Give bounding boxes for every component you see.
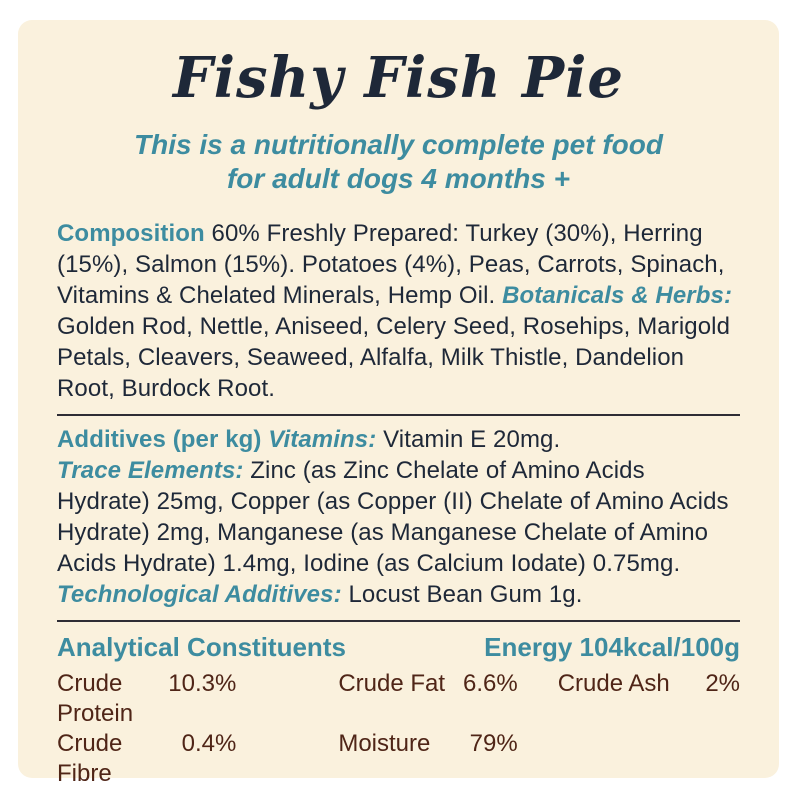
trace-elements-block: Trace Elements: Zinc (as Zinc Chelate of… [57, 455, 740, 579]
botanicals-heading: Botanicals & Herbs: [502, 282, 733, 310]
constituent-value: 6.6% [462, 670, 518, 698]
vitamins-text: Vitamin E 20mg. [383, 426, 561, 454]
constituent-crude-protein: Crude Protein 10.3% [57, 669, 236, 729]
technological-additives-text: Locust Bean Gum 1g. [348, 581, 583, 609]
constituent-value: 79% [469, 730, 518, 758]
constituent-label: Crude Ash [557, 670, 670, 698]
constituent-crude-ash: Crude Ash 2% [558, 669, 740, 729]
divider-bottom [57, 620, 740, 623]
botanicals-list: Golden Rod, Nettle, Aniseed, Celery Seed… [57, 313, 731, 403]
energy-value: Energy 104kcal/100g [484, 632, 740, 663]
constituent-moisture: Moisture 79% [338, 729, 517, 789]
analytical-row: Crude Fibre 0.4% Moisture 79% [57, 729, 740, 789]
technological-additives-heading: Technological Additives: [57, 581, 342, 609]
analytical-heading: Analytical Constituents [57, 632, 346, 663]
analytical-table: Crude Protein 10.3% Crude Fat 6.6% Crude… [57, 669, 740, 789]
constituent-label: Crude Fat [338, 670, 446, 698]
vitamins-heading: Vitamins: [268, 426, 377, 454]
additives-section: Additives (per kg) Vitamins: Vitamin E 2… [57, 424, 740, 610]
analytical-row: Crude Protein 10.3% Crude Fat 6.6% Crude… [57, 669, 740, 729]
constituent-empty-cell [558, 729, 740, 789]
trace-elements-text: Zinc (as Zinc Chelate of Amino Acids Hyd… [57, 457, 729, 578]
trace-elements-heading: Trace Elements: [57, 457, 244, 485]
constituent-label: Moisture [338, 730, 431, 758]
constituent-crude-fat: Crude Fat 6.6% [338, 669, 517, 729]
composition-intro: 60% Freshly Prepared: Turkey (30%), Herr… [57, 220, 725, 310]
subtitle-line-2: for adult dogs 4 months + [226, 163, 570, 195]
additives-vitamins-line: Additives (per kg) Vitamins: Vitamin E 2… [57, 424, 740, 455]
composition-section: Composition 60% Freshly Prepared: Turkey… [57, 218, 740, 404]
subtitle-line-1: This is a nutritionally complete pet foo… [134, 129, 663, 161]
analytical-header: Analytical Constituents Energy 104kcal/1… [57, 632, 740, 663]
constituent-value: 0.4% [181, 730, 237, 758]
product-subtitle: This is a nutritionally complete pet foo… [57, 128, 740, 196]
divider-top [57, 414, 740, 417]
pet-food-label-panel: Fishy Fish Pie This is a nutritionally c… [18, 20, 779, 787]
composition-heading: Composition [57, 220, 205, 248]
constituent-value: 2% [705, 670, 741, 698]
constituent-crude-fibre: Crude Fibre 0.4% [57, 729, 236, 789]
constituent-value: 10.3% [168, 670, 237, 698]
constituent-label: Crude Fibre [57, 730, 123, 788]
technological-additives-line: Technological Additives: Locust Bean Gum… [57, 579, 740, 610]
product-title: Fishy Fish Pie [172, 45, 625, 111]
additives-heading: Additives (per kg) [57, 426, 262, 454]
constituent-label: Crude Protein [57, 670, 134, 728]
